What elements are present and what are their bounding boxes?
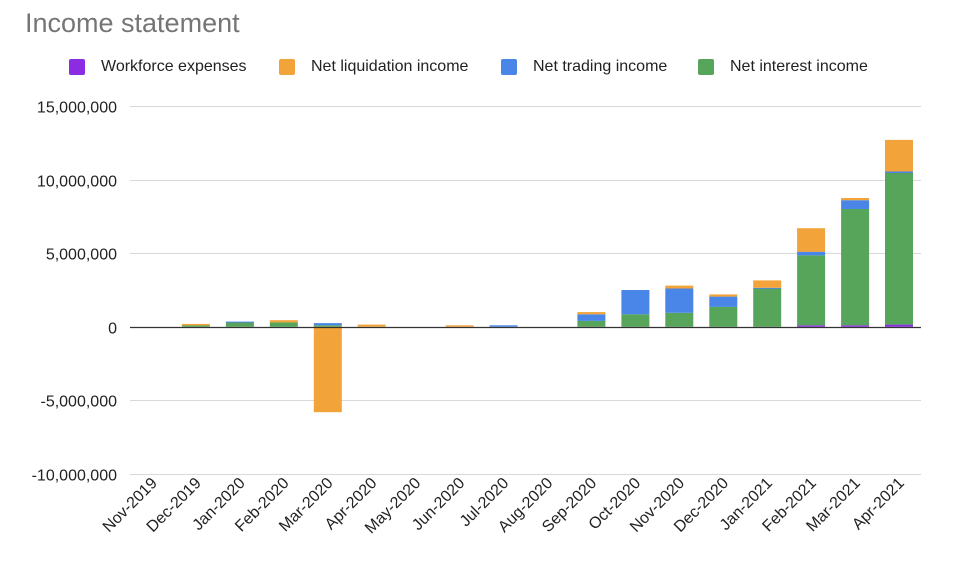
bar-net-liquidation-income-dec-2019[interactable] xyxy=(181,323,210,326)
bar-net-interest-income-dec-2020[interactable] xyxy=(709,306,738,327)
bar-net-trading-income-feb-2021[interactable] xyxy=(797,251,826,256)
bar-workforce-expenses-apr-2021[interactable] xyxy=(885,324,913,327)
y-tick-label: 15,000,000 xyxy=(37,100,117,117)
bar-net-trading-income-nov-2020[interactable] xyxy=(665,288,694,313)
bar-net-interest-income-dec-2019[interactable] xyxy=(181,325,210,327)
bar-net-trading-income-jan-2020[interactable] xyxy=(225,321,254,323)
bar-net-liquidation-income-sep-2020[interactable] xyxy=(577,312,606,315)
chart-title: Income statement xyxy=(25,8,240,38)
bar-net-liquidation-income-feb-2020[interactable] xyxy=(269,320,298,323)
bar-net-trading-income-oct-2020[interactable] xyxy=(621,290,650,315)
bar-net-liquidation-income-nov-2020[interactable] xyxy=(665,285,694,289)
bar-net-liquidation-income-jun-2020[interactable] xyxy=(445,325,474,327)
bar-net-interest-income-mar-2020[interactable] xyxy=(313,325,342,327)
legend-swatch-workforce-expenses xyxy=(69,59,85,75)
bar-net-liquidation-income-apr-2020[interactable] xyxy=(357,324,386,327)
y-tick-label: 0 xyxy=(108,321,117,338)
bar-net-liquidation-income-dec-2020[interactable] xyxy=(709,294,738,297)
legend-item-net-liquidation-income[interactable]: Net liquidation income xyxy=(279,58,468,76)
bar-net-interest-income-jan-2020[interactable] xyxy=(225,322,254,327)
bar-net-interest-income-apr-2021[interactable] xyxy=(885,173,913,325)
bar-net-interest-income-jan-2021[interactable] xyxy=(753,288,782,327)
bar-net-trading-income-sep-2020[interactable] xyxy=(577,314,606,321)
bar-net-trading-income-jan-2021[interactable] xyxy=(753,287,782,289)
bar-net-trading-income-dec-2020[interactable] xyxy=(709,296,738,307)
bar-net-trading-income-mar-2020[interactable] xyxy=(313,323,342,326)
y-tick-label: -5,000,000 xyxy=(40,394,117,411)
legend-item-net-trading-income[interactable]: Net trading income xyxy=(501,58,667,76)
bars xyxy=(181,139,913,413)
bar-net-trading-income-apr-2021[interactable] xyxy=(885,171,913,174)
legend: Workforce expenses Net liquidation incom… xyxy=(0,58,960,80)
bar-net-liquidation-income-mar-2020[interactable] xyxy=(313,326,342,413)
legend-swatch-net-liquidation-income xyxy=(279,59,295,75)
legend-label-net-interest-income: Net interest income xyxy=(730,58,868,75)
bar-net-liquidation-income-feb-2021[interactable] xyxy=(797,228,826,252)
legend-item-workforce-expenses[interactable]: Workforce expenses xyxy=(69,58,247,76)
bar-net-interest-income-oct-2020[interactable] xyxy=(621,314,650,327)
bar-workforce-expenses-feb-2021[interactable] xyxy=(797,325,826,327)
bar-net-liquidation-income-mar-2021[interactable] xyxy=(841,198,870,201)
bar-net-interest-income-nov-2020[interactable] xyxy=(665,312,694,327)
bar-net-interest-income-sep-2020[interactable] xyxy=(577,320,606,327)
y-tick-label: 5,000,000 xyxy=(46,247,117,264)
y-tick-label: -10,000,000 xyxy=(32,468,118,485)
bar-net-interest-income-feb-2021[interactable] xyxy=(797,255,826,326)
bar-workforce-expenses-mar-2021[interactable] xyxy=(841,325,870,327)
gridlines xyxy=(130,106,921,475)
bar-net-trading-income-jul-2020[interactable] xyxy=(489,325,518,327)
bar-net-interest-income-feb-2020[interactable] xyxy=(269,322,298,327)
legend-label-net-trading-income: Net trading income xyxy=(533,58,668,75)
bar-net-interest-income-mar-2021[interactable] xyxy=(841,209,870,326)
legend-label-workforce-expenses: Workforce expenses xyxy=(101,58,247,75)
y-tick-label: 10,000,000 xyxy=(37,174,117,191)
bar-net-liquidation-income-apr-2021[interactable] xyxy=(885,139,913,172)
x-tick-labels: Nov-2019Dec-2019Jan-2020Feb-2020Mar-2020… xyxy=(100,475,908,537)
legend-label-net-liquidation-income: Net liquidation income xyxy=(311,58,469,75)
bar-net-trading-income-mar-2021[interactable] xyxy=(841,200,870,209)
legend-swatch-net-interest-income xyxy=(698,59,714,75)
legend-item-net-interest-income[interactable]: Net interest income xyxy=(698,58,868,76)
legend-swatch-net-trading-income xyxy=(501,59,517,75)
bar-net-liquidation-income-jan-2021[interactable] xyxy=(753,280,782,288)
